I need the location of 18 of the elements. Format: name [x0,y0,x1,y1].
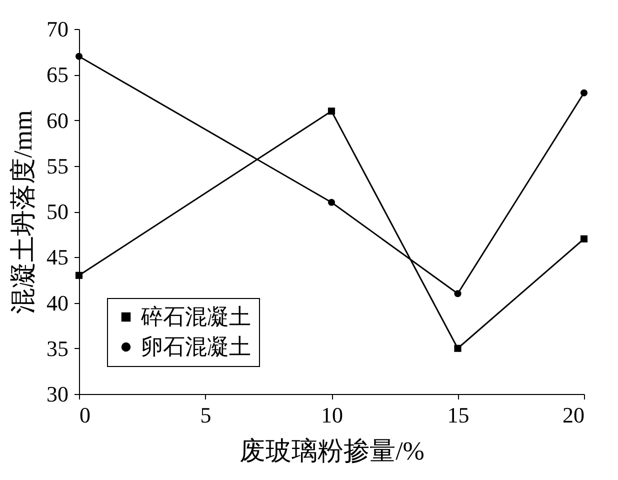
x-axis-title: 废玻璃粉掺量/% [240,436,424,466]
y-tick-label: 45 [46,244,68,270]
y-tick-label: 55 [46,153,68,178]
legend-label: 卵石混凝土 [141,334,251,359]
y-tick-label: 30 [46,382,68,406]
y-tick-label: 40 [46,290,68,316]
y-tick-label: 65 [46,62,68,88]
legend-label: 碎石混凝土 [140,304,251,329]
x-tick-label: 10 [321,402,343,428]
x-tick-label: 15 [447,402,470,428]
y-tick-label: 70 [46,16,68,42]
x-tick-label: 20 [562,402,584,428]
x-tick-label: 0 [80,402,90,428]
y-tick-label: 50 [46,199,68,224]
y-tick-label: 35 [46,336,68,361]
y-tick-label: 60 [46,108,68,133]
y-axis-title: 混凝土坍落度/mm [8,110,38,314]
x-tick-label: 5 [200,402,212,428]
